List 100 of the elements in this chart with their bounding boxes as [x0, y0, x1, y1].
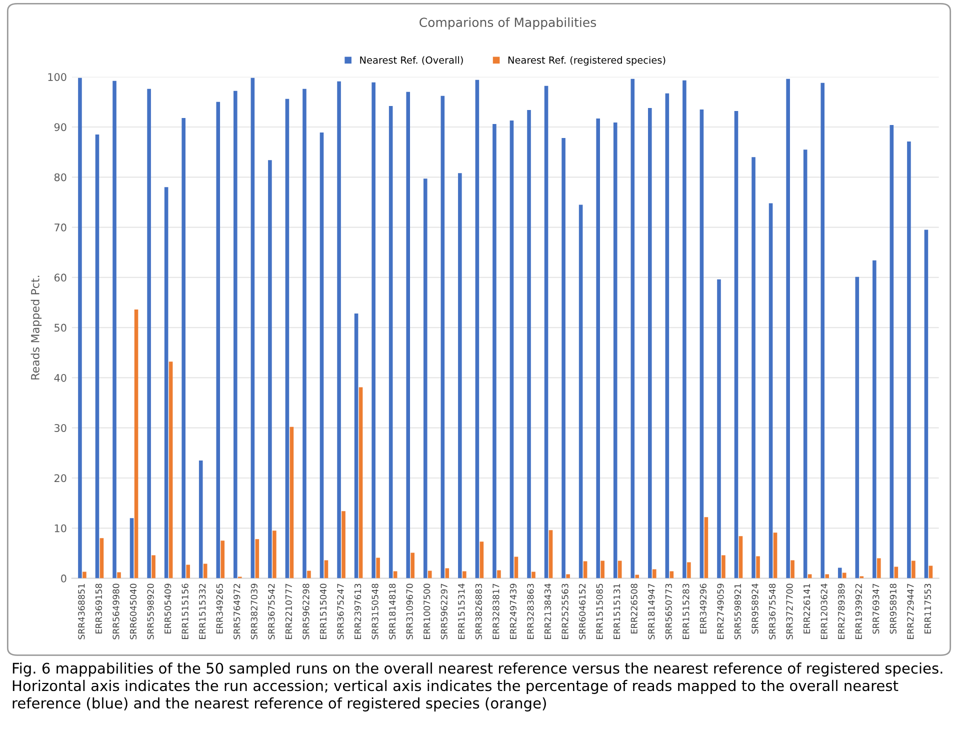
bar: [722, 555, 726, 578]
bar: [600, 560, 604, 578]
bar: [255, 539, 260, 578]
x-tick-label: SRR3675247: [337, 584, 344, 640]
x-tick-label: SRR5598921: [734, 584, 742, 640]
y-tick-label: 80: [54, 173, 66, 182]
x-tick-label: ERR1007500: [424, 584, 430, 639]
y-tick-label: 20: [54, 474, 66, 482]
x-tick-label: ERR349296: [700, 584, 706, 634]
bar: [134, 310, 138, 578]
x-tick-label: ERR349265: [216, 584, 223, 634]
bar: [648, 108, 652, 578]
bar: [924, 230, 928, 578]
x-tick-label: SRR5649980: [112, 584, 120, 640]
bar: [583, 561, 588, 578]
bar: [682, 80, 686, 578]
x-tick-label: SRR3727700: [786, 584, 793, 640]
x-tick-label: SRR5650773: [665, 584, 672, 640]
x-tick-label: ERR1515283: [682, 584, 690, 639]
x-tick-label: SRR3827039: [250, 584, 258, 640]
bar: [458, 173, 462, 578]
bar: [112, 80, 116, 578]
x-tick-label: SRR5764972: [234, 584, 240, 640]
bar: [130, 518, 134, 578]
bar: [752, 157, 756, 578]
bar: [912, 560, 916, 578]
bar: [203, 564, 208, 578]
bar: [527, 110, 531, 578]
x-tick-label: ERR2749059: [717, 584, 724, 639]
x-tick-label: SRR5962298: [302, 584, 310, 640]
bar: [285, 98, 290, 578]
x-tick-label: ERR1515156: [182, 584, 188, 639]
bar: [445, 568, 450, 578]
bar: [578, 204, 583, 578]
bar: [514, 556, 518, 578]
bar: [492, 124, 496, 578]
bar: [756, 556, 760, 578]
bar: [423, 178, 428, 578]
x-tick-label: ERR1203624: [820, 584, 828, 639]
x-tick-label: ERR1515332: [199, 584, 206, 639]
y-tick-label: 100: [48, 73, 66, 81]
bar: [82, 572, 86, 578]
bar: [717, 279, 721, 578]
bar: [164, 187, 168, 578]
bar: [95, 134, 100, 578]
bar: [872, 260, 876, 578]
bar: [410, 552, 414, 578]
bar: [307, 570, 311, 578]
x-tick-label: ERR226508: [630, 584, 638, 634]
bar: [562, 138, 566, 578]
x-tick-label: SRR3826883: [475, 584, 482, 640]
bar: [182, 118, 186, 578]
bar: [734, 110, 738, 578]
bar: [324, 560, 328, 578]
bar: [462, 571, 466, 578]
bar: [803, 150, 808, 578]
bar: [440, 96, 445, 578]
bar: [877, 558, 881, 578]
y-tick-label: 0: [61, 574, 66, 582]
bar: [497, 570, 501, 578]
x-tick-label: SRR6045040: [130, 584, 137, 640]
bar: [147, 88, 151, 578]
bar: [635, 574, 640, 578]
bar: [220, 540, 225, 578]
bar: [302, 88, 306, 578]
bar: [354, 314, 358, 578]
x-tick-label: SRR1814818: [389, 584, 396, 640]
y-tick-label: 90: [54, 123, 66, 132]
bar: [687, 562, 691, 578]
bar: [250, 78, 255, 578]
chart-title: Comparions of Mappabilities: [420, 17, 596, 30]
bar: [406, 92, 410, 578]
bar: [838, 568, 842, 578]
bar: [532, 572, 536, 578]
bar: [342, 511, 346, 578]
bar: [290, 426, 294, 578]
legend-label: Nearest Ref. (Overall): [360, 56, 463, 65]
bar: [566, 574, 570, 578]
bar: [480, 542, 484, 578]
bar: [198, 460, 203, 578]
bar: [652, 569, 656, 578]
bar: [117, 572, 121, 578]
bar: [768, 203, 773, 578]
bar: [890, 124, 894, 578]
bar: [855, 276, 860, 578]
bar: [234, 90, 238, 578]
x-tick-label: ERR226141: [804, 584, 810, 634]
bar: [168, 362, 173, 578]
bar: [475, 80, 480, 578]
x-tick-label: ERR2729447: [907, 584, 914, 639]
bar: [786, 78, 790, 578]
bar: [388, 106, 393, 578]
bar: [268, 160, 272, 578]
x-tick-label: ERR1515131: [614, 584, 620, 639]
bar: [820, 82, 825, 578]
x-tick-label: ERR1515040: [320, 584, 327, 639]
bar: [152, 555, 156, 578]
bar: [790, 560, 794, 578]
bar: [700, 109, 704, 578]
x-tick-label: SRR3675542: [268, 584, 275, 640]
